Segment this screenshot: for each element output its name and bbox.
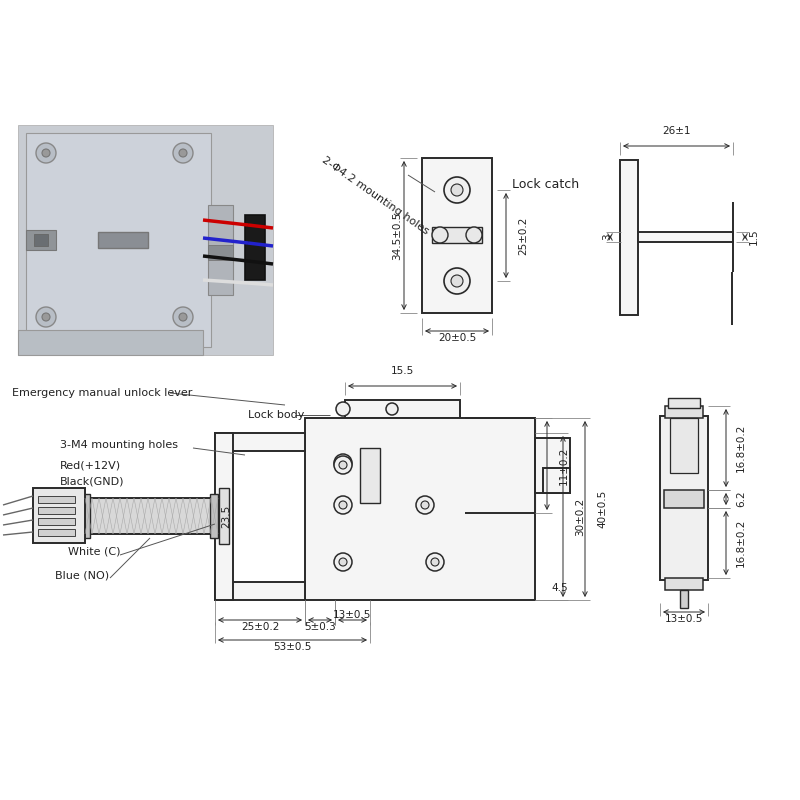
- Circle shape: [339, 558, 347, 566]
- Bar: [345, 400, 460, 418]
- Circle shape: [339, 501, 347, 509]
- Bar: [665, 406, 703, 418]
- Text: 25±0.2: 25±0.2: [241, 622, 279, 632]
- Circle shape: [334, 496, 352, 514]
- Text: 1.5: 1.5: [749, 229, 759, 246]
- Bar: [245, 215, 265, 280]
- Text: 16.8±0.2: 16.8±0.2: [736, 424, 746, 472]
- Text: 34.5±0.5: 34.5±0.5: [392, 211, 402, 260]
- Bar: [660, 416, 708, 580]
- Circle shape: [431, 558, 439, 566]
- Text: 4.5: 4.5: [552, 583, 568, 593]
- Bar: [535, 438, 570, 493]
- Text: Black(GND): Black(GND): [60, 476, 125, 486]
- Text: 13±0.5: 13±0.5: [665, 614, 703, 624]
- Bar: [638, 232, 733, 242]
- Circle shape: [432, 227, 448, 243]
- Bar: [215, 433, 233, 600]
- Bar: [34, 234, 48, 246]
- Text: 20±0.5: 20±0.5: [438, 333, 476, 343]
- Circle shape: [334, 553, 352, 571]
- Text: 2-Φ4.2 mounting holes: 2-Φ4.2 mounting holes: [320, 155, 430, 237]
- Circle shape: [173, 143, 193, 163]
- Circle shape: [451, 275, 463, 287]
- Bar: [422, 158, 492, 313]
- Circle shape: [426, 553, 444, 571]
- Circle shape: [336, 402, 350, 416]
- Bar: [466, 419, 534, 512]
- Text: 25±0.2: 25±0.2: [518, 216, 528, 254]
- Bar: [38, 529, 75, 536]
- Text: 30±0.2: 30±0.2: [575, 498, 585, 536]
- Circle shape: [339, 459, 347, 467]
- Text: Blue (NO): Blue (NO): [55, 570, 109, 580]
- Circle shape: [36, 307, 56, 327]
- Text: 15.5: 15.5: [391, 366, 414, 376]
- Bar: [664, 490, 704, 508]
- Text: 5±0.3: 5±0.3: [304, 622, 336, 632]
- Text: 3-M4 mounting holes: 3-M4 mounting holes: [60, 440, 178, 450]
- Text: Emergency manual unlock lever: Emergency manual unlock lever: [12, 388, 192, 398]
- Text: White (C): White (C): [68, 547, 121, 557]
- Bar: [360, 448, 380, 503]
- Bar: [620, 160, 638, 315]
- Bar: [215, 433, 305, 451]
- Bar: [33, 488, 85, 543]
- Bar: [208, 205, 233, 295]
- Bar: [665, 578, 703, 590]
- Bar: [210, 494, 218, 538]
- Circle shape: [334, 454, 352, 472]
- Bar: [38, 507, 75, 514]
- Circle shape: [386, 403, 398, 415]
- Text: 16.8±0.2: 16.8±0.2: [736, 519, 746, 567]
- Circle shape: [444, 268, 470, 294]
- Text: 23.5: 23.5: [221, 504, 231, 528]
- Bar: [680, 590, 688, 608]
- Text: Lock catch: Lock catch: [512, 178, 579, 191]
- Bar: [18, 330, 203, 355]
- Bar: [98, 232, 148, 248]
- Circle shape: [173, 307, 193, 327]
- Text: Lock body: Lock body: [248, 410, 304, 420]
- Text: 11±0.2: 11±0.2: [559, 446, 569, 485]
- Bar: [26, 230, 56, 250]
- Bar: [219, 488, 229, 544]
- Text: 40±0.5: 40±0.5: [597, 490, 607, 528]
- Bar: [208, 245, 233, 260]
- Circle shape: [339, 461, 347, 469]
- Text: 3: 3: [602, 234, 612, 240]
- Circle shape: [334, 456, 352, 474]
- Circle shape: [421, 501, 429, 509]
- Bar: [38, 518, 75, 525]
- Bar: [82, 494, 90, 538]
- Bar: [18, 125, 273, 355]
- Bar: [38, 496, 75, 503]
- Bar: [215, 582, 305, 600]
- Text: 53±0.5: 53±0.5: [274, 642, 312, 652]
- Circle shape: [451, 184, 463, 196]
- Circle shape: [36, 143, 56, 163]
- Text: Red(+12V): Red(+12V): [60, 460, 121, 470]
- Circle shape: [42, 313, 50, 321]
- Text: 6.2: 6.2: [736, 490, 746, 507]
- Bar: [670, 418, 698, 473]
- Circle shape: [179, 149, 187, 157]
- Bar: [543, 468, 570, 493]
- Text: 26±1: 26±1: [662, 126, 690, 136]
- Bar: [432, 227, 482, 243]
- Bar: [85, 498, 215, 534]
- Text: 13±0.5: 13±0.5: [334, 610, 372, 620]
- Bar: [26, 133, 211, 347]
- Circle shape: [466, 227, 482, 243]
- Circle shape: [416, 496, 434, 514]
- Bar: [534, 418, 537, 513]
- Circle shape: [444, 177, 470, 203]
- Bar: [305, 418, 535, 600]
- Bar: [668, 398, 700, 408]
- Circle shape: [179, 313, 187, 321]
- Circle shape: [42, 149, 50, 157]
